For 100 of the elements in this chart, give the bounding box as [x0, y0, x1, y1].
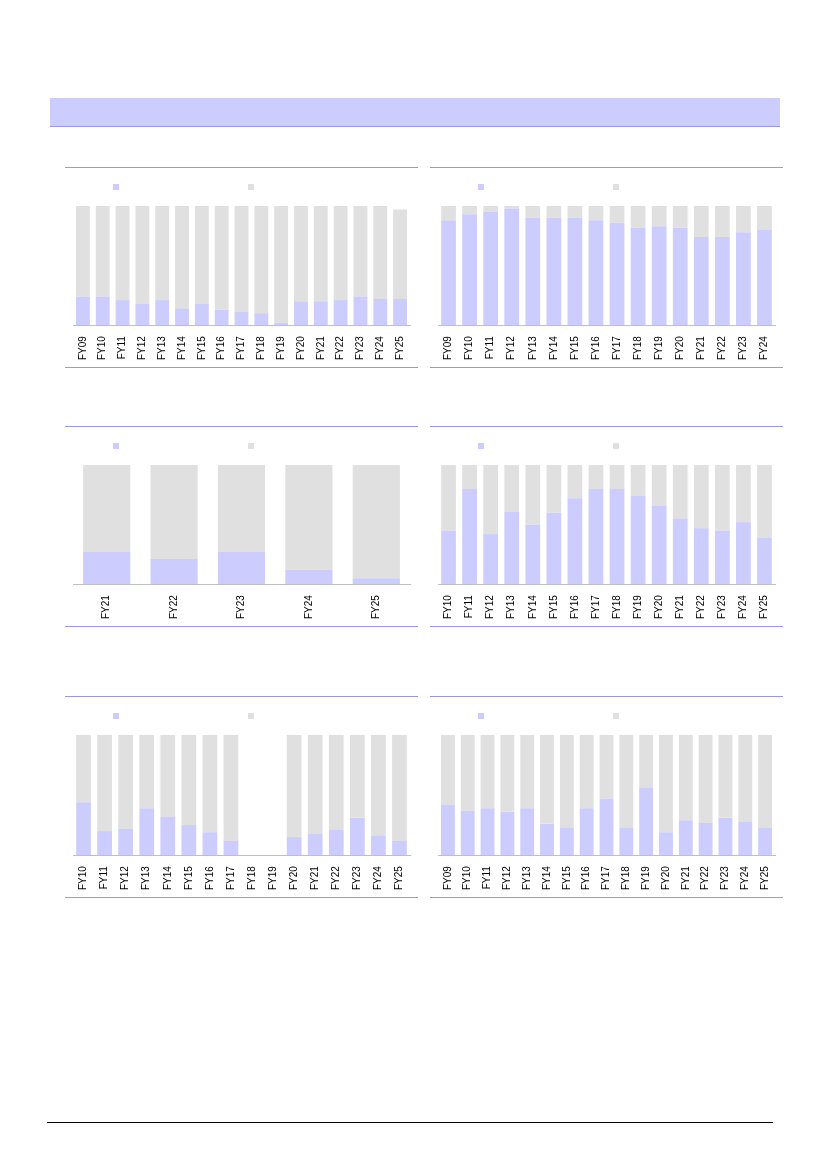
- x-tick-label: FY21: [308, 865, 320, 890]
- bar: [328, 829, 344, 856]
- bar: [234, 312, 249, 326]
- bar: [83, 465, 131, 552]
- x-tick-label: FY23: [719, 865, 731, 890]
- x-tick-label: FY11: [98, 865, 110, 890]
- bar: [630, 227, 646, 326]
- x-tick-label: FY12: [119, 865, 131, 890]
- x-tick-label: FY09: [442, 335, 454, 360]
- x-tick-label: FY24: [758, 335, 770, 360]
- x-tick-label: FY21: [314, 335, 326, 360]
- x-tick-label: FY16: [589, 335, 601, 360]
- bar: [214, 206, 229, 310]
- x-tick-label: FY19: [266, 865, 278, 890]
- bar: [217, 465, 266, 552]
- bar: [599, 735, 614, 799]
- bar: [194, 303, 209, 326]
- x-tick-label: FY24: [302, 594, 314, 619]
- bar: [672, 206, 688, 228]
- bar: [698, 735, 713, 823]
- bar: [328, 735, 344, 830]
- bar: [651, 505, 667, 585]
- x-tick-label: FY14: [540, 865, 552, 890]
- bar: [155, 300, 170, 326]
- bar: [97, 735, 112, 832]
- bar: [559, 827, 574, 856]
- bar: [76, 735, 91, 803]
- bar: [181, 735, 197, 826]
- bar: [202, 735, 218, 833]
- bar: [609, 488, 625, 585]
- bar: [546, 465, 562, 513]
- bar: [202, 832, 218, 856]
- bar: [223, 735, 239, 841]
- bar: [758, 827, 773, 856]
- bar: [736, 232, 751, 326]
- bar: [757, 206, 772, 230]
- bar: [393, 298, 408, 326]
- bar: [118, 735, 134, 829]
- x-tick-label: FY22: [330, 865, 342, 890]
- bar: [352, 465, 400, 579]
- bar: [150, 559, 198, 585]
- bar: [333, 206, 348, 301]
- bar: [483, 211, 499, 326]
- bar: [160, 816, 176, 856]
- bar: [504, 465, 520, 512]
- bar: [349, 735, 365, 818]
- x-tick-label: FY25: [393, 865, 405, 890]
- bar: [672, 465, 688, 519]
- x-tick-label: FY10: [461, 865, 473, 890]
- x-tick-label: FY16: [215, 335, 227, 360]
- bar: [599, 798, 614, 856]
- bar: [441, 465, 456, 531]
- bar: [619, 827, 634, 856]
- x-tick-label: FY16: [568, 594, 580, 619]
- bar: [371, 835, 386, 856]
- bar: [525, 465, 541, 525]
- x-tick-label: FY20: [673, 335, 685, 360]
- bar: [460, 810, 475, 856]
- bar: [588, 206, 604, 221]
- bar: [504, 208, 520, 326]
- bar: [441, 530, 456, 585]
- bar: [254, 206, 269, 314]
- x-tick-label: FY22: [695, 594, 707, 619]
- bar: [546, 512, 562, 585]
- bar: [307, 735, 323, 834]
- x-tick-label: FY13: [526, 335, 538, 360]
- x-tick-label: FY15: [195, 335, 207, 360]
- bar: [567, 465, 583, 499]
- bar: [714, 530, 730, 585]
- bar: [373, 298, 388, 326]
- bar: [139, 808, 155, 856]
- bar: [115, 206, 130, 301]
- bar: [639, 787, 654, 856]
- x-tick-label: FY09: [441, 865, 453, 890]
- bar: [714, 206, 730, 237]
- bar: [333, 300, 348, 326]
- bar: [95, 296, 110, 326]
- bar: [441, 220, 456, 326]
- x-tick-label: FY20: [287, 865, 299, 890]
- x-tick-label: FY09: [76, 335, 88, 360]
- bar: [718, 735, 733, 818]
- bar: [659, 832, 673, 856]
- bar: [693, 236, 709, 326]
- x-tick-label: FY14: [175, 335, 187, 360]
- bar: [285, 569, 333, 585]
- x-tick-label: FY17: [589, 594, 601, 619]
- bar: [353, 206, 368, 297]
- bar: [693, 465, 709, 529]
- x-tick-label: FY15: [547, 594, 559, 619]
- bar: [483, 534, 499, 585]
- bar: [313, 301, 328, 326]
- x-tick-label: FY20: [294, 335, 306, 360]
- bar: [736, 465, 751, 523]
- x-tick-label: FY14: [161, 865, 173, 890]
- x-tick-label: FY15: [182, 865, 194, 890]
- bar: [698, 822, 713, 856]
- bar: [286, 735, 302, 838]
- bar: [630, 206, 646, 228]
- x-tick-label: FY17: [235, 335, 247, 360]
- bar: [678, 820, 693, 856]
